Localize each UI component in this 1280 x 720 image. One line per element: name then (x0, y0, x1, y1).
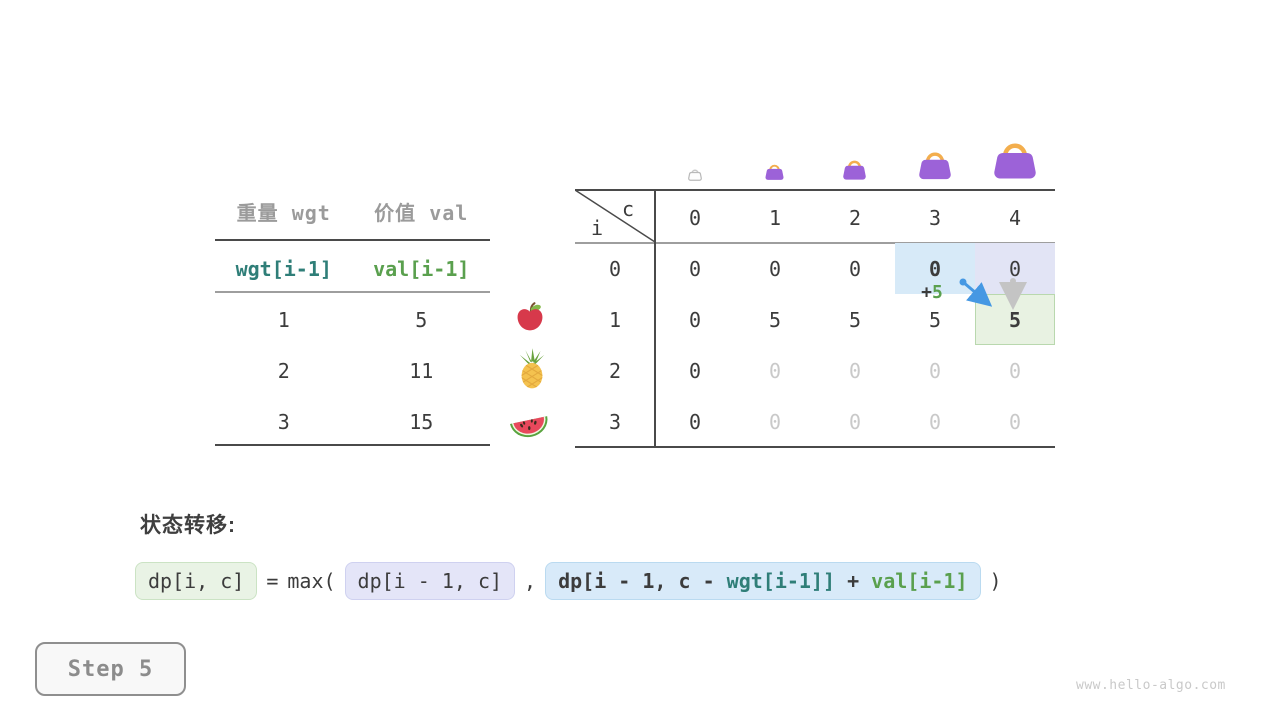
dp-cell: 5 (928, 307, 942, 332)
corner-col-var: c (622, 197, 635, 221)
apple-icon (514, 301, 546, 333)
dp-row-header: 0 (608, 257, 622, 281)
dp-col-header: 2 (848, 206, 862, 230)
dp-table-vertical-rule (654, 189, 656, 448)
items-table-row-3: 3 15 (215, 407, 490, 437)
value-column-header: 价值 val (374, 200, 469, 225)
step-indicator-button[interactable]: Step 5 (35, 642, 186, 696)
dp-cell: 0 (848, 358, 862, 383)
dp-cell: 5 (848, 307, 862, 332)
bag-capacity-0-icon (687, 167, 703, 181)
dp-cell: 0 (768, 256, 782, 281)
items-table-mid-rule (215, 291, 490, 293)
item-weight: 3 (277, 410, 290, 434)
bag-capacity-3-icon (915, 146, 955, 181)
dp-col-header: 3 (928, 206, 942, 230)
dp-cell: 0 (1008, 409, 1022, 434)
pineapple-icon (515, 348, 549, 390)
added-value: 5 (932, 281, 943, 303)
formula-arg1: dp[i - 1, c] (344, 562, 516, 600)
value-subheader: val[i-1] (373, 257, 470, 281)
weight-column-header: 重量 wgt (236, 200, 331, 225)
dp-col-header: 1 (768, 206, 782, 230)
dp-cell-highlight-blue: 0 (895, 243, 975, 294)
items-table-top-rule (215, 239, 490, 241)
bag-capacity-4-icon (989, 135, 1041, 181)
dp-cell: 0 (688, 409, 702, 434)
weight-subheader: wgt[i-1] (235, 257, 332, 281)
dp-table-top-rule (575, 189, 1055, 191)
dp-cell: 0 (768, 358, 782, 383)
items-table-bottom-rule (215, 444, 490, 446)
dp-col-header: 0 (688, 206, 702, 230)
dp-cell: 0 (928, 409, 942, 434)
site-watermark: www.hello-algo.com (1076, 678, 1226, 693)
items-table-subheader-row: wgt[i-1] val[i-1] (215, 254, 490, 284)
dp-col-header: 4 (1008, 206, 1022, 230)
formula-arg2-prefix: dp[i - 1, c - (558, 569, 727, 593)
dp-cell: 0 (768, 409, 782, 434)
transition-arrows (959, 278, 1027, 310)
formula-arg2-val: val[i-1] (871, 569, 968, 593)
items-table-row-2: 2 11 (215, 356, 490, 386)
dp-row-header: 1 (608, 308, 622, 332)
add-value-annotation: +5 (908, 281, 956, 303)
formula-equals: = (266, 569, 279, 593)
dp-table-header-rule (575, 242, 1055, 244)
state-transition-title: 状态转移: (140, 514, 236, 537)
corner-row-var: i (591, 216, 604, 240)
dp-table-bottom-rule (575, 446, 1055, 448)
dp-cell: 0 (688, 358, 702, 383)
corner-diagonal (575, 190, 655, 242)
formula-max-open: max( (287, 569, 336, 593)
formula-lhs: dp[i, c] (135, 562, 258, 600)
item-weight: 1 (277, 308, 290, 332)
dp-cell: 5 (768, 307, 782, 332)
items-table-row-1: 1 5 (215, 305, 490, 335)
formula-comma: , (524, 569, 537, 593)
dp-row-header: 3 (608, 410, 622, 434)
bag-capacity-2-icon (840, 156, 869, 181)
dp-cell: 0 (688, 307, 702, 332)
formula-close-paren: ) (989, 569, 1002, 593)
formula-arg2-plus: + (835, 569, 872, 593)
watermelon-icon (507, 403, 551, 441)
dp-cell: 0 (1008, 358, 1022, 383)
plus-sign: + (921, 281, 932, 303)
item-value: 15 (409, 410, 434, 434)
formula-arg2: dp[i - 1, c - wgt[i-1]] + val[i-1] (545, 562, 981, 600)
formula-arg2-wgt: wgt[i-1]] (726, 569, 836, 593)
arrow-blue (962, 280, 993, 307)
dp-cell: 0 (928, 358, 942, 383)
dp-cell: 0 (848, 256, 862, 281)
dp-cell: 0 (848, 409, 862, 434)
items-table-header-row: 重量 wgt 价值 val (215, 196, 490, 226)
bag-capacity-1-icon (763, 161, 786, 181)
state-transition-formula: dp[i, c] = max( dp[i - 1, c] , dp[i - 1,… (135, 558, 1002, 604)
item-weight: 2 (277, 359, 290, 383)
dp-row-header: 2 (608, 359, 622, 383)
item-value: 11 (409, 359, 434, 383)
dp-cell: 0 (688, 256, 702, 281)
item-value: 5 (415, 308, 428, 332)
